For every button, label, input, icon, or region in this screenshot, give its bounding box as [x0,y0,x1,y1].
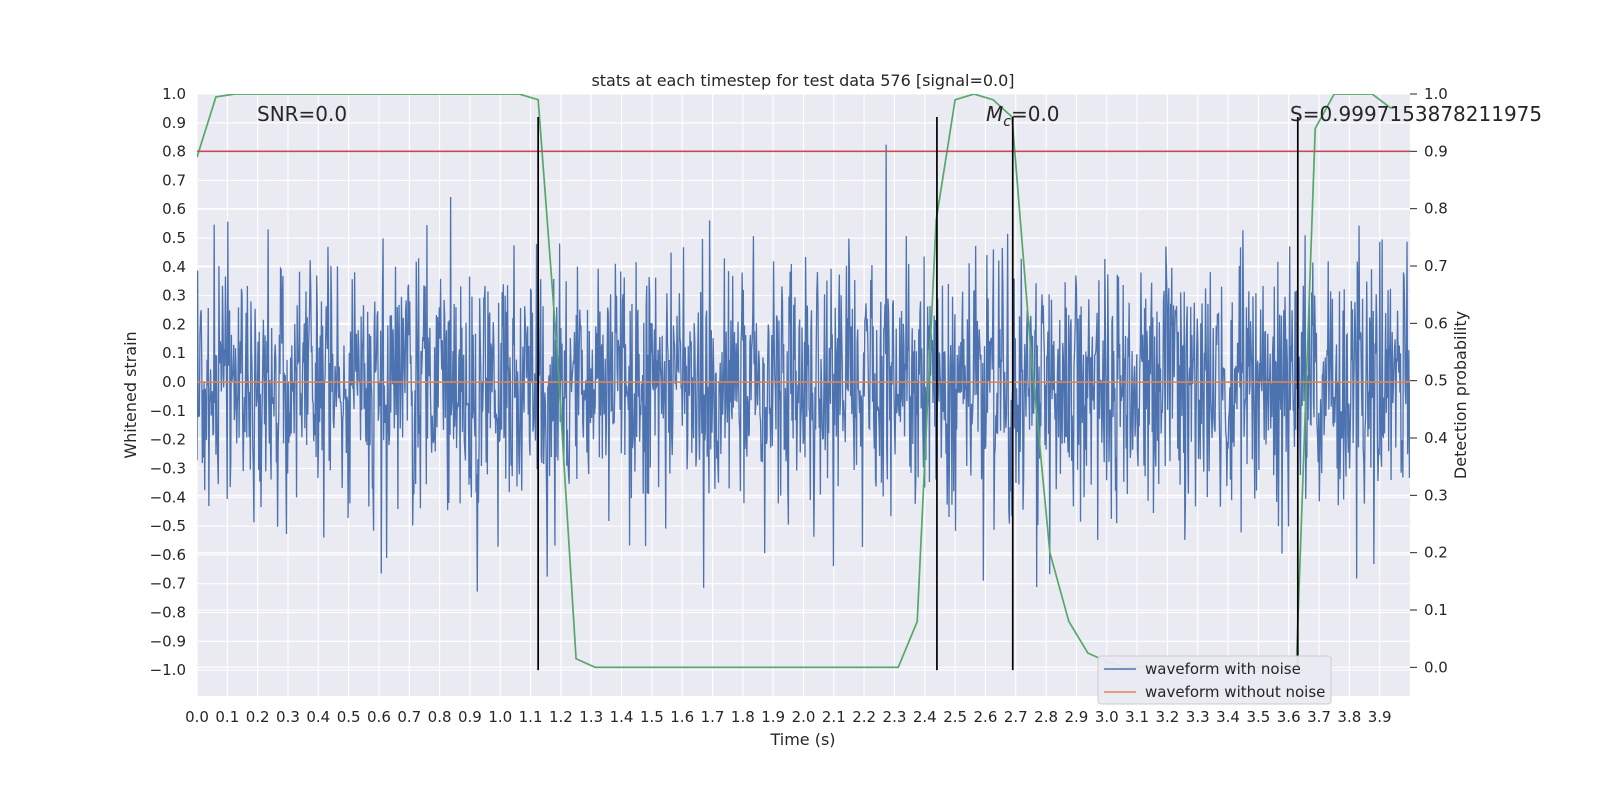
x-tick-label: 0.2 [246,708,270,726]
x-tick-label: 2.4 [913,708,937,726]
legend: waveform with noise waveform without noi… [1097,655,1332,705]
x-tick-label: 1.4 [610,708,634,726]
x-tick-label: 0.0 [185,708,209,726]
y2-tick-label: 0.7 [1424,257,1448,275]
x-tick-label: 2.0 [792,708,816,726]
x-tick-label: 1.2 [549,708,573,726]
x-tick-label: 2.7 [1004,708,1028,726]
x-tick-label: 3.0 [1095,708,1119,726]
y-tick-label: 0.9 [162,114,186,132]
y2-tick-label: 0.4 [1424,429,1448,447]
chirp-mass-subscript: c [1003,114,1011,130]
x-tick-label: 0.8 [428,708,452,726]
y2-tick-label: 0.2 [1424,544,1448,562]
y2-axis-label: Detection probability [1451,311,1470,479]
y-tick-label: −0.9 [150,632,186,650]
x-tick-label: 3.4 [1216,708,1240,726]
x-tick-label: 1.8 [731,708,755,726]
y-tick-label: −0.2 [150,431,186,449]
x-tick-label: 3.3 [1186,708,1210,726]
y-tick-label: 0.0 [162,373,186,391]
x-tick-label: 2.3 [883,708,907,726]
y2-axis-ticks: 1.0 0.9 0.8 0.7 0.6 0.5 0.4 0.3 0.2 0.1 0.0 [1410,85,1448,676]
x-tick-label: 3.5 [1246,708,1270,726]
legend-label-clean: waveform without noise [1145,683,1325,701]
x-tick-label: 1.5 [640,708,664,726]
score-annotation: S=0.9997153878211975 [1290,102,1542,126]
x-tick-label: 3.1 [1125,708,1149,726]
y2-tick-label: 0.0 [1424,658,1448,676]
x-tick-label: 2.9 [1064,708,1088,726]
y-tick-label: 1.0 [162,85,186,103]
x-tick-label: 1.7 [701,708,725,726]
y-tick-label: 0.7 [162,171,186,189]
y-tick-label: −0.1 [150,402,186,420]
x-tick-label: 2.1 [822,708,846,726]
y-tick-label: −0.5 [150,517,186,535]
y2-tick-label: 0.1 [1424,601,1448,619]
x-tick-label: 0.6 [367,708,391,726]
x-tick-label: 1.3 [579,708,603,726]
y2-tick-label: 1.0 [1424,85,1448,103]
snr-annotation: SNR=0.0 [257,102,347,126]
y-tick-label: 0.3 [162,287,186,305]
y2-tick-label: 0.9 [1424,142,1448,160]
x-tick-label: 2.5 [943,708,967,726]
chart-title: stats at each timestep for test data 576… [591,71,1014,90]
y-tick-label: 0.4 [162,258,186,276]
y2-tick-label: 0.3 [1424,486,1448,504]
x-tick-label: 2.2 [852,708,876,726]
vertical-markers [537,117,1299,671]
x-tick-label: 3.8 [1337,708,1361,726]
y2-tick-label: 0.8 [1424,200,1448,218]
y-tick-label: 0.8 [162,143,186,161]
x-tick-label: 3.9 [1368,708,1392,726]
x-tick-label: 0.1 [215,708,239,726]
y2-tick-label: 0.6 [1424,314,1448,332]
x-tick-label: 3.2 [1155,708,1179,726]
x-tick-label: 3.6 [1277,708,1301,726]
chirp-mass-annotation: Mc=0.0 [986,102,1060,130]
chirp-mass-value: =0.0 [1011,102,1060,126]
legend-box [1097,655,1332,705]
x-tick-label: 0.3 [276,708,300,726]
x-tick-label: 0.7 [397,708,421,726]
y-tick-label: 0.1 [162,344,186,362]
y-tick-label: −0.4 [150,488,186,506]
x-axis-label: Time (s) [769,730,835,749]
x-axis-ticks: 0.0 0.1 0.2 0.3 0.4 0.5 0.6 0.7 0.8 0.9 1.0 1.1 1.2 1… [185,708,1392,726]
chirp-mass-symbol: M [986,102,1003,126]
x-tick-label: 1.1 [519,708,543,726]
x-tick-label: 3.7 [1307,708,1331,726]
x-tick-label: 2.6 [974,708,998,726]
series-waveform-with-noise [197,144,1410,592]
y-tick-label: −0.7 [150,575,186,593]
y-tick-label: −0.8 [150,603,186,621]
y-tick-label: 0.6 [162,200,186,218]
x-tick-label: 1.0 [488,708,512,726]
y-axis-label: Whitened strain [121,331,140,458]
y-tick-label: −1.0 [150,661,186,679]
x-tick-label: 0.5 [337,708,361,726]
y-tick-label: 0.5 [162,229,186,247]
y-tick-label: −0.3 [150,459,186,477]
y-axis-ticks: 1.0 0.9 0.8 0.7 0.6 0.5 0.4 0.3 0.2 0.1 0.0 −0.1 −0.… [150,85,186,679]
y-tick-label: 0.2 [162,315,186,333]
x-tick-label: 0.4 [306,708,330,726]
x-tick-label: 0.9 [458,708,482,726]
y2-tick-label: 0.5 [1424,372,1448,390]
y-tick-label: −0.6 [150,546,186,564]
x-tick-label: 2.8 [1034,708,1058,726]
x-tick-label: 1.6 [670,708,694,726]
x-tick-label: 1.9 [761,708,785,726]
legend-label-noise: waveform with noise [1145,660,1301,678]
